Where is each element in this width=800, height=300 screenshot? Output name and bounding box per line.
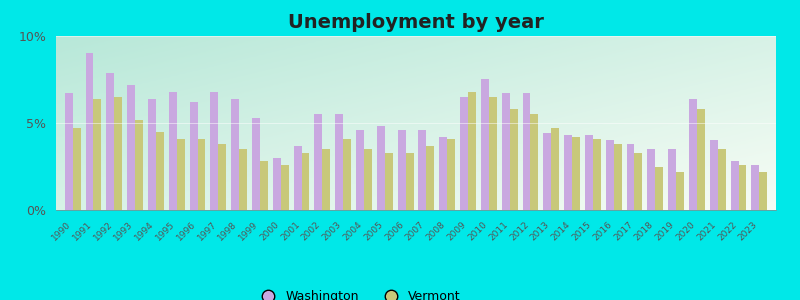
- Bar: [710, 140, 718, 210]
- Bar: [551, 128, 559, 210]
- Bar: [606, 140, 614, 210]
- Bar: [593, 139, 601, 210]
- Bar: [314, 114, 322, 210]
- Bar: [210, 92, 218, 210]
- Bar: [198, 139, 206, 210]
- Bar: [335, 114, 343, 210]
- Bar: [302, 153, 310, 210]
- Bar: [634, 153, 642, 210]
- Bar: [439, 137, 447, 210]
- Bar: [273, 158, 281, 210]
- Bar: [94, 99, 102, 210]
- Bar: [668, 149, 676, 210]
- Bar: [481, 80, 489, 210]
- Bar: [626, 144, 634, 210]
- Bar: [543, 134, 551, 210]
- Bar: [231, 99, 239, 210]
- Bar: [322, 149, 330, 210]
- Bar: [65, 93, 73, 210]
- Bar: [730, 161, 738, 210]
- Bar: [522, 93, 530, 210]
- Bar: [468, 92, 476, 210]
- Bar: [356, 130, 364, 210]
- Bar: [377, 127, 385, 210]
- Bar: [655, 167, 663, 210]
- Bar: [614, 144, 622, 210]
- Bar: [647, 149, 655, 210]
- Bar: [585, 135, 593, 210]
- Bar: [114, 97, 122, 210]
- Legend: Washington, Vermont: Washington, Vermont: [251, 285, 466, 300]
- Bar: [759, 172, 767, 210]
- Bar: [127, 85, 135, 210]
- Bar: [689, 99, 697, 210]
- Bar: [73, 128, 81, 210]
- Bar: [697, 109, 705, 210]
- Bar: [86, 53, 94, 210]
- Bar: [460, 97, 468, 210]
- Bar: [418, 130, 426, 210]
- Bar: [406, 153, 414, 210]
- Bar: [510, 109, 518, 210]
- Bar: [751, 165, 759, 210]
- Bar: [564, 135, 572, 210]
- Bar: [426, 146, 434, 210]
- Bar: [447, 139, 455, 210]
- Bar: [738, 165, 746, 210]
- Bar: [239, 149, 247, 210]
- Bar: [218, 144, 226, 210]
- Bar: [281, 165, 289, 210]
- Title: Unemployment by year: Unemployment by year: [288, 13, 544, 32]
- Bar: [530, 114, 538, 210]
- Bar: [364, 149, 372, 210]
- Bar: [385, 153, 393, 210]
- Bar: [260, 161, 268, 210]
- Bar: [398, 130, 406, 210]
- Bar: [190, 102, 198, 210]
- Bar: [572, 137, 580, 210]
- Bar: [502, 93, 510, 210]
- Bar: [343, 139, 351, 210]
- Bar: [252, 118, 260, 210]
- Bar: [294, 146, 302, 210]
- Bar: [169, 92, 177, 210]
- Bar: [177, 139, 185, 210]
- Bar: [148, 99, 156, 210]
- Bar: [676, 172, 684, 210]
- Bar: [106, 73, 114, 210]
- Bar: [156, 132, 164, 210]
- Bar: [718, 149, 726, 210]
- Bar: [489, 97, 497, 210]
- Bar: [135, 119, 143, 210]
